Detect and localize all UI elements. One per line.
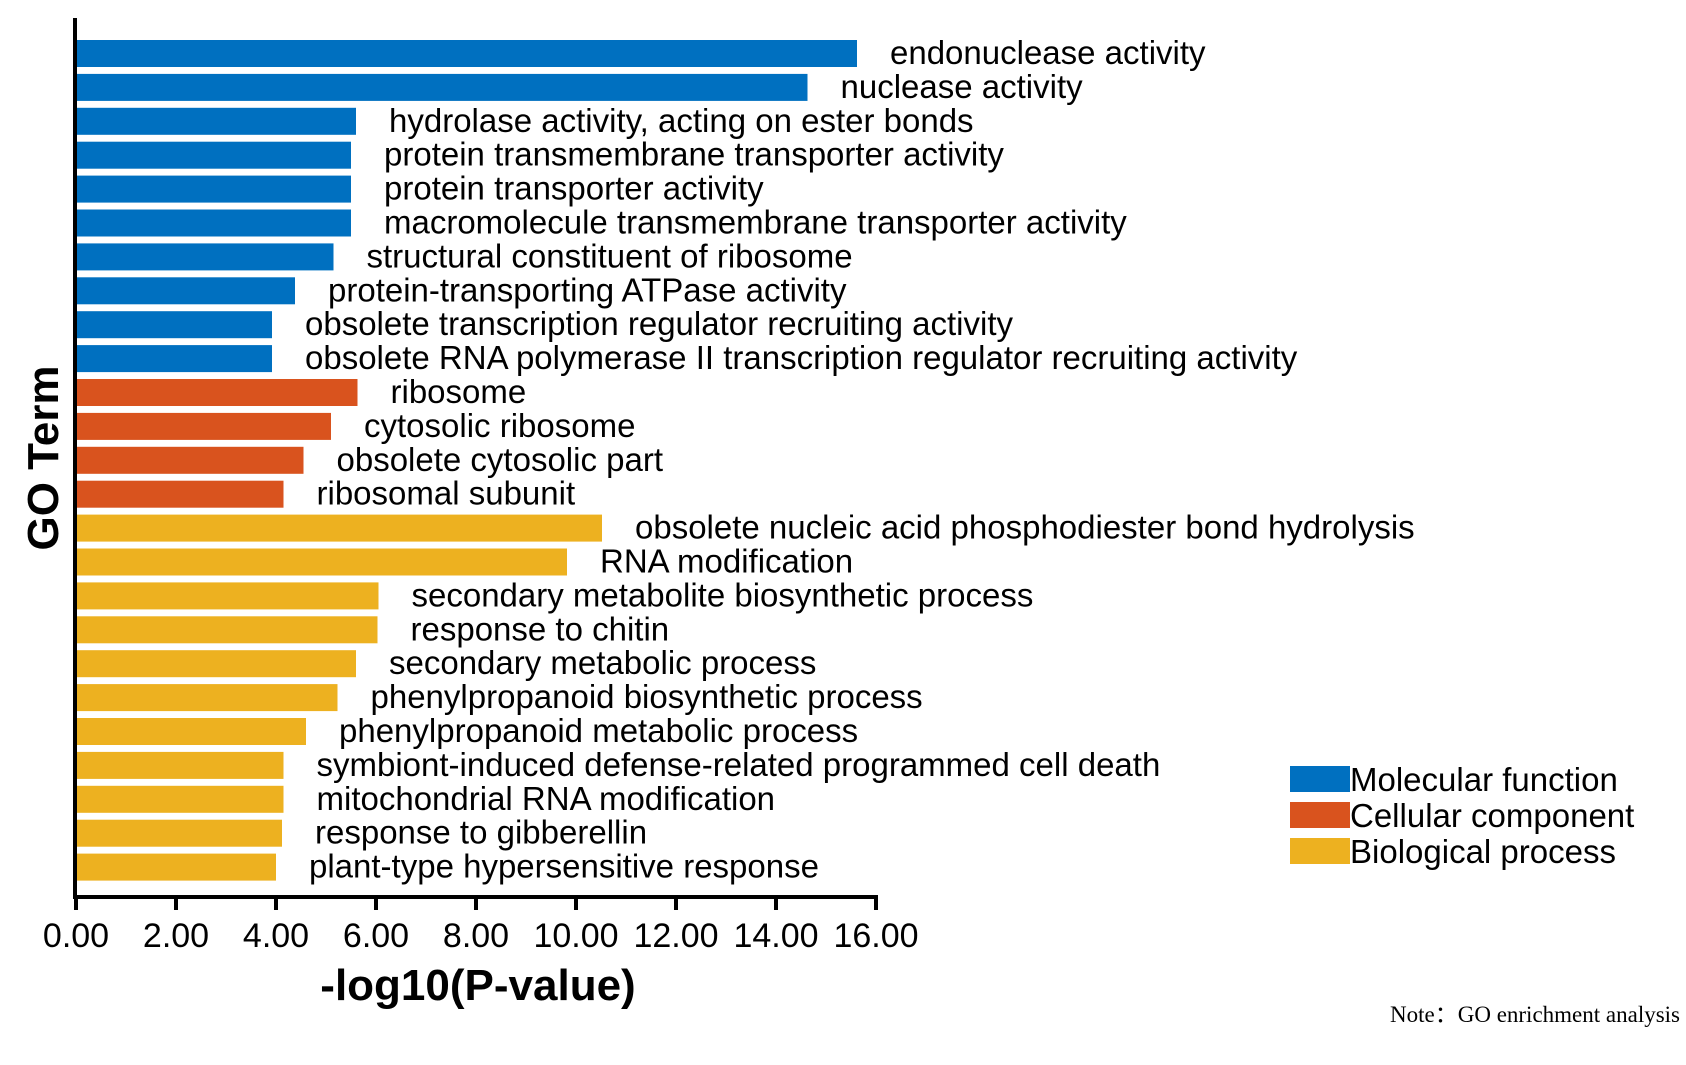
bar-14 (76, 514, 602, 542)
bar-12 (76, 446, 304, 474)
bar-label-21: symbiont-induced defense-related program… (317, 746, 1161, 783)
bar-label-23: response to gibberellin (315, 814, 647, 851)
legend-label-1: Cellular component (1350, 797, 1634, 834)
bar-22 (76, 785, 284, 813)
bar-label-12: obsolete cytosolic part (337, 441, 664, 478)
bar-18 (76, 650, 356, 678)
bar-21 (76, 751, 284, 779)
bar-11 (76, 412, 331, 440)
bar-19 (76, 684, 338, 712)
footnote: Note：GO enrichment analysis (1390, 1002, 1680, 1027)
bar-label-9: obsolete RNA polymerase II transcription… (305, 339, 1298, 376)
bar-4 (76, 175, 351, 203)
bar-label-5: macromolecule transmembrane transporter … (384, 204, 1127, 241)
x-tick-label-6: 12.00 (633, 917, 718, 955)
legend-label-0: Molecular function (1350, 761, 1618, 798)
bar-label-14: obsolete nucleic acid phosphodiester bon… (635, 509, 1415, 546)
bar-24 (76, 853, 276, 881)
bar-label-16: secondary metabolite biosynthetic proces… (412, 576, 1034, 613)
y-axis-title: GO Term (19, 365, 68, 550)
bar-label-17: response to chitin (411, 610, 670, 647)
bar-5 (76, 209, 351, 237)
bar-23 (76, 819, 282, 847)
bar-1 (76, 73, 808, 101)
bar-label-1: nuclease activity (841, 68, 1084, 105)
x-tick-label-2: 4.00 (243, 917, 309, 955)
bar-20 (76, 718, 306, 745)
bar-label-11: cytosolic ribosome (364, 407, 635, 444)
bar-label-8: obsolete transcription regulator recruit… (305, 305, 1014, 342)
legend-label-2: Biological process (1350, 833, 1616, 870)
x-tick-label-4: 8.00 (443, 917, 509, 955)
bar-9 (76, 345, 272, 373)
bar-label-24: plant-type hypersensitive response (309, 848, 819, 885)
bar-8 (76, 311, 272, 339)
bar-label-13: ribosomal subunit (317, 475, 576, 512)
x-tick-label-7: 14.00 (733, 917, 818, 955)
bar-15 (76, 548, 567, 576)
bar-label-7: protein-transporting ATPase activity (328, 271, 847, 308)
bar-10 (76, 379, 358, 406)
bar-label-18: secondary metabolic process (389, 644, 816, 681)
bar-label-20: phenylpropanoid metabolic process (339, 712, 858, 749)
bar-6 (76, 243, 334, 271)
bars-layer (76, 40, 857, 881)
bar-label-10: ribosome (391, 373, 527, 410)
bar-label-6: structural constituent of ribosome (367, 237, 853, 274)
x-tick-label-5: 10.00 (533, 917, 618, 955)
bar-16 (76, 582, 379, 610)
x-tick-label-1: 2.00 (143, 917, 209, 955)
bar-label-2: hydrolase activity, acting on ester bond… (389, 102, 974, 139)
bar-label-0: endonuclease activity (890, 34, 1206, 71)
bar-0 (76, 40, 857, 67)
x-tick-label-0: 0.00 (43, 917, 109, 955)
bar-label-4: protein transporter activity (384, 170, 764, 207)
bar-17 (76, 616, 378, 644)
bar-13 (76, 480, 284, 508)
legend-swatch-1 (1290, 802, 1350, 828)
bar-3 (76, 141, 351, 169)
bar-label-3: protein transmembrane transporter activi… (384, 136, 1004, 173)
x-tick-label-8: 16.00 (833, 917, 918, 955)
x-ticks-layer: 0.00 2.00 4.00 6.00 8.00 10.00 12.00 14.00 16.00 (43, 897, 919, 955)
legend-swatch-2 (1290, 838, 1350, 864)
bar-2 (76, 107, 356, 135)
bar-label-15: RNA modification (600, 543, 853, 580)
bar-label-19: phenylpropanoid biosynthetic process (371, 678, 923, 715)
legend-swatch-0 (1290, 766, 1350, 792)
bar-label-22: mitochondrial RNA modification (317, 780, 776, 817)
bar-7 (76, 277, 295, 305)
x-tick-label-3: 6.00 (343, 917, 409, 955)
x-axis-title: -log10(P-value) (320, 961, 635, 1010)
